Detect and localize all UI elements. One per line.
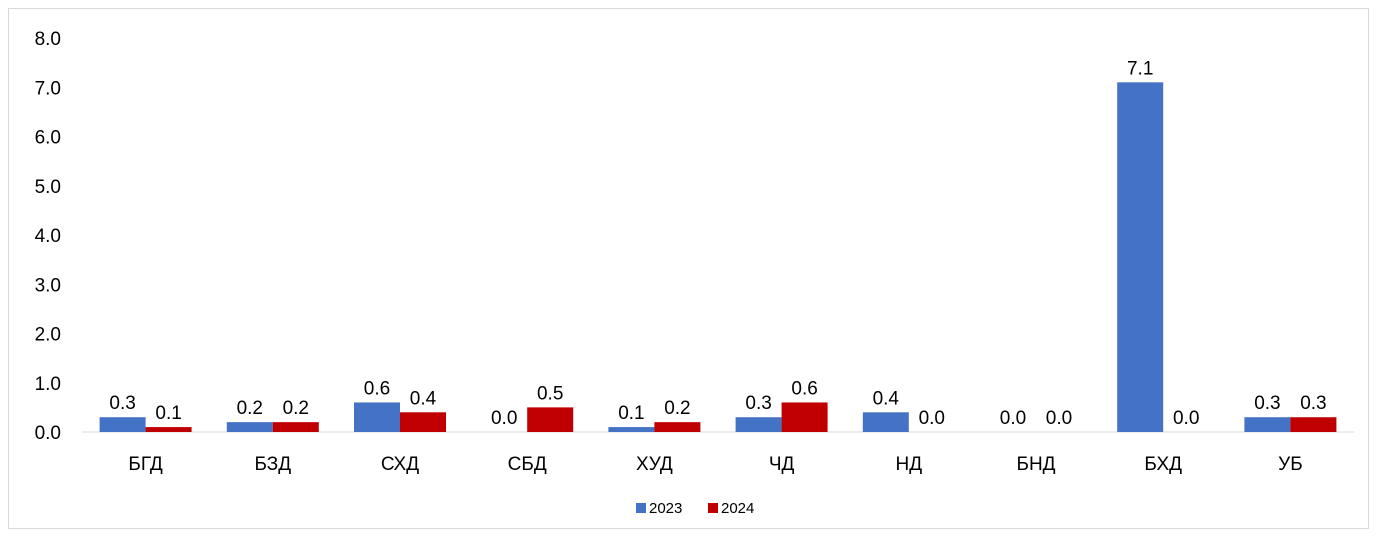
- data-label: 0.6: [364, 378, 390, 399]
- category-label: ХУД: [636, 454, 673, 475]
- data-label: 0.1: [618, 403, 644, 424]
- data-label: 0.3: [1300, 393, 1326, 414]
- data-label: 0.4: [410, 388, 437, 409]
- data-label: 0.6: [791, 378, 817, 399]
- data-label: 0.1: [155, 403, 181, 424]
- category-label: БЗД: [254, 454, 291, 475]
- data-label: 0.0: [1000, 408, 1026, 429]
- category-label: ЧД: [769, 454, 795, 475]
- bar-2024: [400, 412, 446, 432]
- bar-2024: [145, 427, 192, 432]
- data-label: 0.2: [664, 398, 690, 419]
- bar-2024: [1290, 417, 1337, 432]
- data-label: 0.3: [1254, 393, 1280, 414]
- data-label: 0.0: [919, 408, 945, 429]
- data-label: 0.0: [491, 408, 517, 429]
- category-label: СБД: [508, 454, 547, 475]
- y-tick-label: 4.0: [35, 226, 61, 247]
- data-label: 0.0: [1173, 408, 1199, 429]
- chart-frame: [8, 8, 1369, 529]
- legend-swatch-2023: [636, 503, 646, 513]
- y-tick-label: 8.0: [35, 29, 61, 50]
- category-label: СХД: [381, 454, 419, 475]
- bar-2023: [1117, 82, 1164, 432]
- bar-2024: [527, 407, 574, 432]
- bar-2023: [608, 427, 655, 432]
- bar-2024: [654, 422, 701, 432]
- bar-2024: [781, 402, 828, 432]
- bar-2024: [272, 422, 319, 432]
- category-label: БГД: [128, 454, 162, 475]
- bar-2023: [1244, 417, 1291, 432]
- bar-2023: [226, 422, 273, 432]
- bar-2023: [354, 402, 400, 432]
- data-label: 0.3: [745, 393, 771, 414]
- y-tick-label: 6.0: [35, 128, 61, 149]
- y-tick-label: 5.0: [35, 177, 61, 198]
- y-tick-label: 0.0: [35, 423, 61, 444]
- bar-2023: [99, 417, 146, 432]
- data-label: 0.0: [1046, 408, 1072, 429]
- category-label: УБ: [1278, 454, 1303, 475]
- y-tick-label: 7.0: [35, 78, 61, 99]
- legend-label: 2024: [721, 500, 754, 517]
- bar-2023: [735, 417, 782, 432]
- category-label: БНД: [1016, 454, 1055, 475]
- data-label: 0.2: [237, 398, 263, 419]
- data-label: 0.3: [109, 393, 135, 414]
- bar-2023: [862, 412, 909, 432]
- data-label: 0.5: [537, 383, 563, 404]
- data-label: 0.4: [873, 388, 900, 409]
- data-label: 0.2: [283, 398, 309, 419]
- category-label: НД: [896, 454, 923, 475]
- y-tick-label: 1.0: [35, 374, 61, 395]
- y-tick-label: 3.0: [35, 275, 61, 296]
- legend-swatch-2024: [708, 503, 718, 513]
- legend-label: 2023: [649, 500, 682, 517]
- data-label: 7.1: [1127, 58, 1153, 79]
- category-label: БХД: [1144, 454, 1182, 475]
- y-tick-label: 2.0: [35, 325, 61, 346]
